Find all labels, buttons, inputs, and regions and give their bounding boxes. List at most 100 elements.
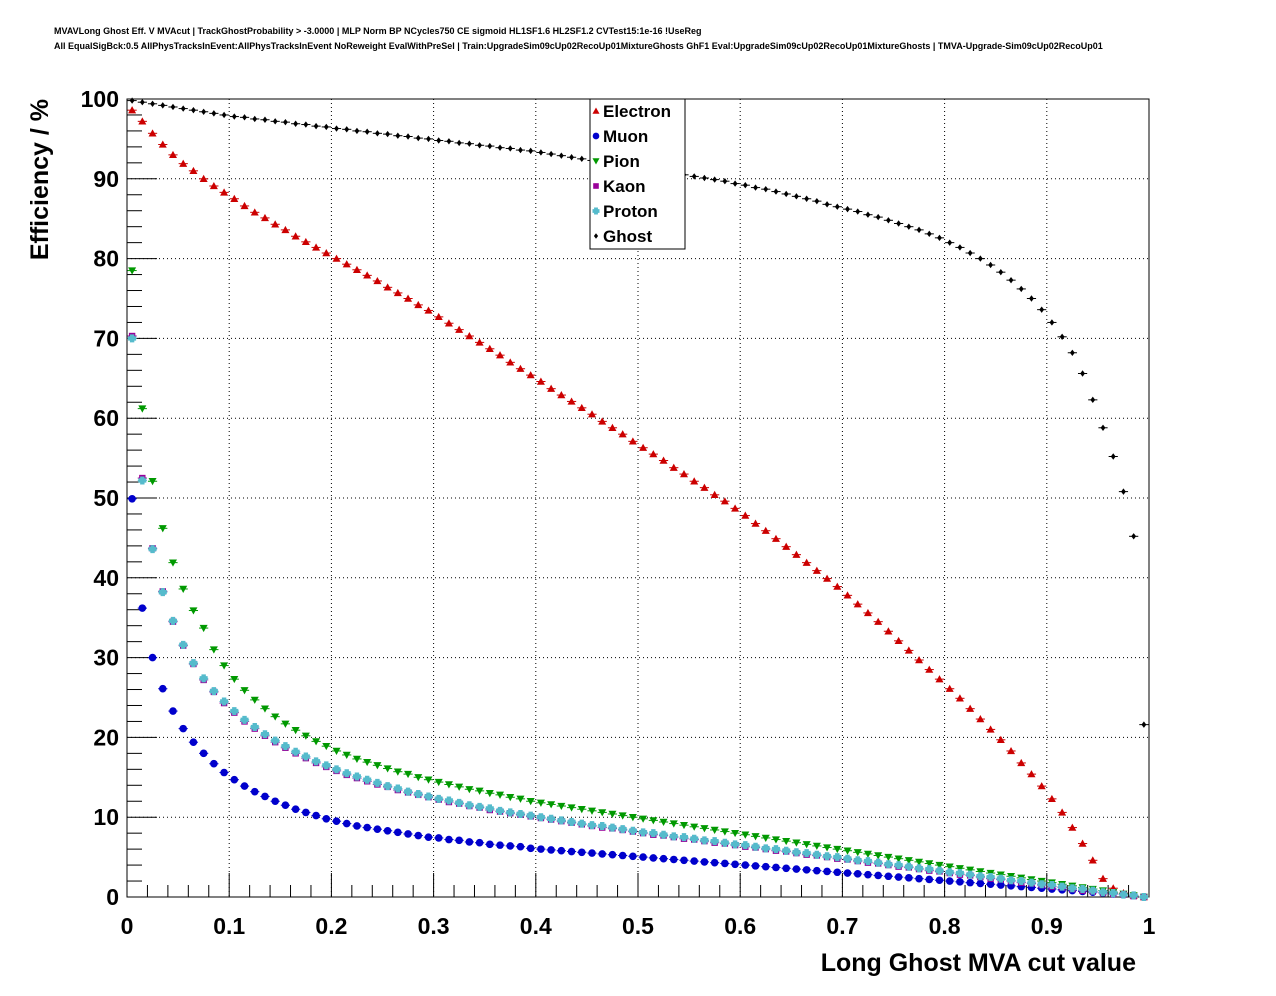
data-point-ghost xyxy=(507,145,513,152)
data-point-ghost xyxy=(1049,319,1055,326)
data-point-ghost xyxy=(446,138,452,145)
data-point-electron xyxy=(925,665,934,673)
data-point-electron xyxy=(966,704,975,712)
data-point-muon xyxy=(373,825,382,833)
y-tick-label: 50 xyxy=(93,485,119,511)
data-point-pion xyxy=(301,732,310,740)
data-point-ghost xyxy=(262,116,268,123)
data-point-electron xyxy=(1068,823,1077,831)
data-point-electron xyxy=(383,283,392,291)
data-point-proton xyxy=(189,659,198,668)
data-point-proton xyxy=(863,857,872,866)
data-point-electron xyxy=(557,391,566,399)
data-point-electron xyxy=(516,364,525,372)
legend-marker-kaon xyxy=(593,183,599,189)
y-tick-label: 10 xyxy=(93,804,119,830)
data-point-electron xyxy=(547,384,556,392)
data-point-proton xyxy=(986,873,995,882)
data-point-muon xyxy=(302,808,310,817)
data-point-pion xyxy=(731,829,740,838)
data-point-proton xyxy=(342,769,351,778)
data-point-ghost xyxy=(1069,349,1075,356)
data-point-ghost xyxy=(405,133,411,140)
data-point-muon xyxy=(404,830,412,838)
data-point-pion xyxy=(904,857,913,865)
data-point-pion xyxy=(710,826,719,834)
y-tick-label: 100 xyxy=(81,86,119,112)
data-point-proton xyxy=(853,856,862,865)
data-point-electron xyxy=(639,443,648,451)
data-point-pion xyxy=(342,751,351,759)
data-point-proton xyxy=(884,860,893,869)
data-point-electron xyxy=(812,566,821,574)
data-point-electron xyxy=(679,470,688,478)
data-point-muon xyxy=(966,878,974,887)
data-point-ghost xyxy=(722,177,728,185)
data-point-pion xyxy=(618,812,627,820)
data-point-ghost xyxy=(804,195,810,202)
data-point-muon xyxy=(557,846,566,855)
y-tick-label: 60 xyxy=(93,405,119,431)
data-point-pion xyxy=(976,868,985,876)
data-point-proton xyxy=(138,476,147,485)
data-point-muon xyxy=(179,724,188,733)
data-point-electron xyxy=(526,371,535,379)
data-point-pion xyxy=(516,795,525,803)
data-point-proton xyxy=(230,707,239,716)
series-proton xyxy=(127,334,1149,901)
data-point-proton xyxy=(843,854,852,863)
data-point-electron xyxy=(352,265,361,273)
data-point-ghost xyxy=(548,150,554,158)
data-point-proton xyxy=(669,832,678,841)
data-point-ghost xyxy=(712,176,718,183)
data-point-pion xyxy=(833,845,842,854)
data-point-pion xyxy=(557,802,566,811)
data-point-proton xyxy=(823,852,832,861)
data-point-electron xyxy=(404,294,413,302)
data-point-electron xyxy=(393,288,402,297)
data-point-electron xyxy=(669,463,678,471)
data-point-ghost xyxy=(1080,370,1085,377)
data-point-ghost xyxy=(865,211,871,218)
data-point-muon xyxy=(639,853,647,861)
data-point-muon xyxy=(547,846,555,854)
data-point-ghost xyxy=(926,230,932,238)
data-point-proton xyxy=(475,802,484,811)
data-point-ghost xyxy=(1141,721,1147,728)
data-point-pion xyxy=(158,525,167,533)
data-point-pion xyxy=(281,720,290,728)
data-point-ghost xyxy=(242,114,247,121)
tick-layer xyxy=(126,98,1150,898)
data-point-muon xyxy=(394,828,402,837)
data-point-pion xyxy=(639,815,648,823)
data-point-pion xyxy=(352,755,361,763)
data-point-pion xyxy=(598,809,607,817)
data-point-electron xyxy=(506,358,515,366)
data-point-muon xyxy=(189,738,198,746)
data-point-proton xyxy=(935,866,944,875)
data-point-muon xyxy=(649,854,658,862)
data-point-ghost xyxy=(170,103,176,111)
data-point-ghost xyxy=(824,201,830,208)
data-point-proton xyxy=(1058,882,1067,891)
data-point-muon xyxy=(312,811,320,820)
data-point-electron xyxy=(904,646,913,654)
data-point-muon xyxy=(424,833,433,841)
data-point-electron xyxy=(250,208,259,216)
data-point-electron xyxy=(312,243,321,251)
data-point-ghost xyxy=(231,113,237,120)
data-point-pion xyxy=(496,791,505,799)
data-point-proton xyxy=(894,861,903,870)
data-point-proton xyxy=(465,801,474,810)
data-point-pion xyxy=(669,820,678,828)
legend-entry-pion: Pion xyxy=(592,152,640,171)
data-point-ghost xyxy=(732,180,738,187)
data-point-ghost xyxy=(415,134,421,142)
data-point-proton xyxy=(649,829,658,838)
data-point-muon xyxy=(577,848,586,857)
data-point-muon xyxy=(261,792,269,801)
data-point-proton xyxy=(731,840,740,849)
data-point-ghost xyxy=(1110,453,1116,460)
data-point-electron xyxy=(700,483,709,491)
data-point-muon xyxy=(772,863,780,872)
